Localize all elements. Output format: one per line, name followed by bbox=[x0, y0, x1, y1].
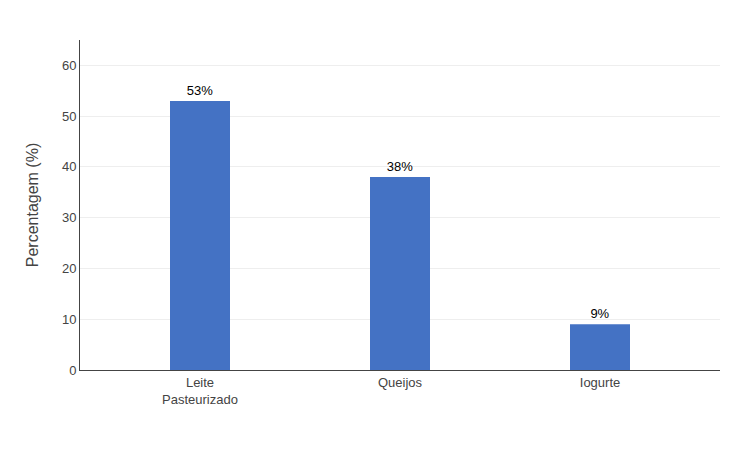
svg-text:0: 0 bbox=[69, 363, 76, 378]
svg-text:LeitePasteurizado: LeitePasteurizado bbox=[162, 375, 238, 407]
svg-text:30: 30 bbox=[62, 210, 76, 225]
svg-text:Queijos: Queijos bbox=[378, 375, 423, 390]
svg-text:60: 60 bbox=[62, 58, 76, 73]
svg-text:38%: 38% bbox=[387, 159, 413, 174]
svg-text:50: 50 bbox=[62, 109, 76, 124]
svg-text:20: 20 bbox=[62, 261, 76, 276]
svg-text:40: 40 bbox=[62, 159, 76, 174]
svg-text:Percentagem (%): Percentagem (%) bbox=[24, 143, 41, 268]
svg-text:10: 10 bbox=[62, 312, 76, 327]
svg-text:9%: 9% bbox=[590, 306, 609, 321]
svg-text:53%: 53% bbox=[187, 83, 213, 98]
svg-text:Iogurte: Iogurte bbox=[580, 375, 620, 390]
